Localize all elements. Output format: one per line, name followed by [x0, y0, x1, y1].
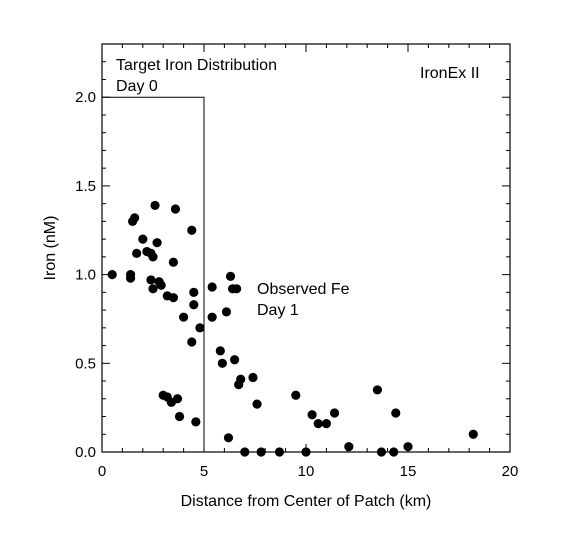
data-point — [248, 372, 258, 383]
y-tick-label: 1.5 — [75, 178, 96, 195]
data-point — [252, 399, 262, 409]
data-point — [189, 300, 199, 310]
y-tick-label: 0.5 — [75, 355, 96, 372]
data-point — [187, 337, 197, 347]
data-point — [236, 374, 246, 384]
x-tick-label: 15 — [400, 463, 417, 480]
data-point — [232, 284, 242, 294]
target-label-line1: Target Iron Distribution — [116, 57, 277, 74]
data-point — [221, 307, 232, 317]
data-point — [168, 257, 178, 267]
data-point — [468, 429, 478, 439]
data-point — [150, 200, 160, 211]
data-point — [132, 248, 142, 258]
data-point — [174, 411, 185, 422]
ironex-label: IronEx II — [420, 65, 480, 82]
x-tick-label: 0 — [98, 463, 106, 480]
data-point — [223, 433, 234, 443]
y-axis-title: Iron (nM) — [42, 216, 59, 281]
data-point — [187, 225, 197, 235]
y-tick-label: 2.0 — [75, 89, 96, 106]
data-point — [240, 447, 250, 457]
data-point — [207, 312, 217, 322]
data-point — [138, 234, 148, 244]
data-point — [274, 447, 285, 457]
data-point — [168, 293, 178, 303]
target-distribution-line — [102, 96, 205, 452]
x-tick-label: 20 — [502, 463, 519, 480]
y-tick-label: 0.0 — [75, 444, 96, 461]
data-point — [313, 419, 323, 429]
data-point — [372, 385, 382, 395]
data-point — [189, 287, 199, 297]
data-point — [148, 284, 158, 294]
tick-labels: 0 5 10 15 20 0.0 0.5 1.0 1.5 2.0 — [75, 89, 518, 480]
target-label-line2: Day 0 — [116, 78, 158, 95]
y-tick-label: 1.0 — [75, 267, 96, 284]
data-point — [172, 394, 183, 404]
data-points — [107, 200, 478, 457]
data-point — [146, 275, 156, 285]
data-point — [107, 270, 117, 280]
data-point — [344, 442, 354, 452]
x-tick-label: 10 — [298, 463, 315, 480]
data-point — [230, 355, 240, 365]
data-point — [195, 323, 205, 333]
observed-label-line2: Day 1 — [257, 302, 299, 319]
observed-label-line1: Observed Fe — [257, 281, 350, 298]
data-point — [130, 213, 140, 223]
data-point — [301, 447, 311, 457]
data-point — [125, 270, 136, 280]
data-point — [403, 442, 413, 452]
x-tick-label: 5 — [200, 463, 208, 480]
data-point — [170, 204, 181, 214]
data-point — [376, 447, 387, 457]
data-point — [391, 408, 401, 418]
data-point — [179, 312, 189, 322]
data-point — [148, 252, 158, 262]
data-point — [207, 282, 217, 292]
data-point — [152, 238, 162, 248]
data-point — [307, 410, 317, 420]
data-point — [215, 346, 225, 356]
x-axis-title: Distance from Center of Patch (km) — [181, 493, 432, 510]
data-point — [156, 280, 166, 290]
data-point — [291, 390, 301, 400]
data-point — [225, 271, 236, 281]
data-point — [191, 417, 201, 427]
data-point — [256, 447, 266, 457]
data-point — [329, 408, 340, 418]
data-point — [321, 419, 331, 429]
data-point — [217, 358, 227, 368]
data-point — [389, 447, 399, 457]
